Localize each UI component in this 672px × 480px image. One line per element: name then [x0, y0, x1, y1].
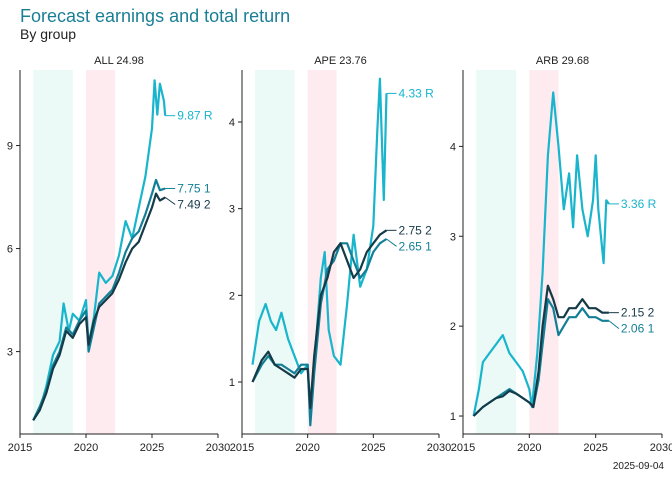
series-line-1 [472, 298, 609, 417]
y-tick-label: 4 [450, 141, 456, 153]
series-line-1 [32, 178, 166, 421]
y-tick-label: 1 [229, 377, 235, 389]
end-label-connector [164, 196, 176, 205]
chart-subtitle: By group [20, 26, 77, 42]
facet-title: ALL 24.98 [94, 55, 144, 67]
series-line-1 [251, 238, 388, 427]
panel-3: ARB 29.68 2015 2020 2025 2030 1 2 3 4 3.36 R 2.15 … [450, 55, 672, 454]
end-label-1: 2.65 1 [398, 239, 432, 253]
y-tick-label: 6 [7, 244, 13, 256]
x-tick-label: 2030 [427, 442, 451, 454]
end-label-2: 2.15 2 [621, 306, 655, 320]
x-tick-label: 2015 [451, 442, 475, 454]
series-line-2 [251, 229, 388, 410]
series-line-R [251, 77, 388, 410]
end-label-connector [386, 238, 397, 247]
series-line-2 [472, 284, 609, 417]
y-tick-label: 2 [450, 321, 456, 333]
x-tick-label: 2025 [140, 442, 164, 454]
x-tick-label: 2030 [650, 442, 672, 454]
y-tick-label: 1 [450, 411, 456, 423]
y-tick-label: 9 [7, 141, 13, 153]
end-label-R: 9.87 R [177, 109, 213, 123]
shaded-band [476, 70, 517, 434]
x-tick-label: 2020 [517, 442, 541, 454]
y-tick-label: 3 [450, 231, 456, 243]
end-label-R: 4.33 R [398, 86, 434, 100]
x-tick-label: 2030 [206, 442, 230, 454]
facet-title: APE 23.76 [314, 55, 367, 67]
footer-date: 2025-09-04 [612, 461, 664, 472]
x-tick-label: 2020 [295, 442, 319, 454]
end-label-1: 2.06 1 [621, 322, 655, 336]
end-label-R: 3.36 R [621, 197, 657, 211]
end-label-1: 7.75 1 [177, 181, 211, 195]
x-tick-label: 2025 [361, 442, 385, 454]
end-label-connector [608, 320, 620, 330]
series-line-2 [32, 192, 166, 421]
y-tick-label: 3 [229, 204, 235, 216]
y-tick-label: 4 [229, 117, 235, 129]
y-tick-label: 3 [7, 347, 13, 359]
panel-1: ALL 24.98 2015 2020 2025 2030 3 6 9 9.87 R 7.75 1… [7, 55, 230, 454]
end-label-2: 7.49 2 [177, 197, 211, 211]
y-tick-label: 2 [229, 290, 235, 302]
x-tick-label: 2015 [230, 442, 254, 454]
x-tick-label: 2025 [583, 442, 607, 454]
chart-title: Forecast earnings and total return [20, 6, 291, 26]
end-label-2: 2.75 2 [398, 223, 432, 237]
shaded-band [86, 70, 116, 434]
shaded-band [255, 70, 295, 434]
shaded-band [33, 70, 73, 434]
series-line-R [472, 91, 610, 417]
x-tick-label: 2015 [8, 442, 32, 454]
x-tick-label: 2020 [74, 442, 98, 454]
panel-2: APE 23.76 2015 2020 2025 2030 1 2 3 4 4.33 R 2.75 … [229, 55, 451, 454]
facet-title: ARB 29.68 [536, 55, 589, 67]
series-line-R [32, 79, 167, 421]
